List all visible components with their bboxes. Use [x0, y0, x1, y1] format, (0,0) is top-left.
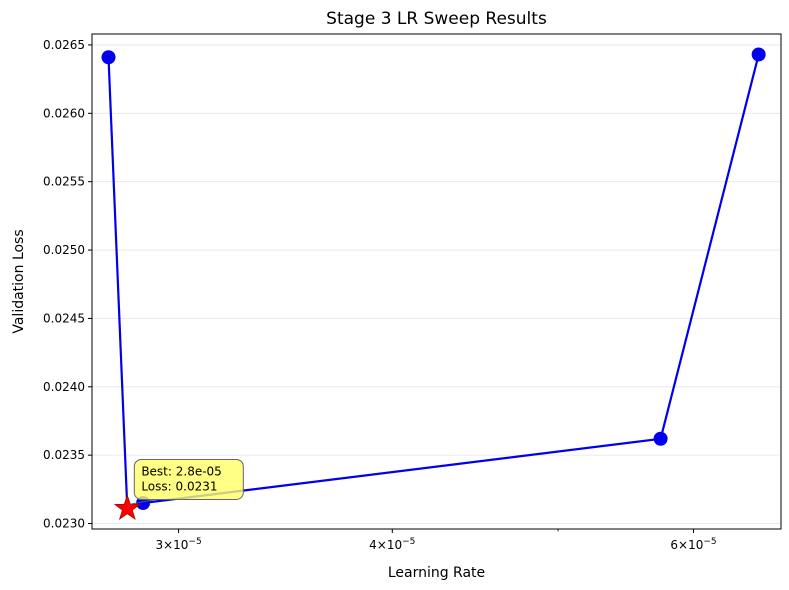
- annotation-best-loss: Loss: 0.0231: [141, 479, 217, 493]
- y-tick-label: 0.0245: [43, 311, 85, 325]
- plot-frame: [91, 33, 782, 530]
- x-tick-label: 4×10−5: [369, 537, 415, 552]
- grid-lines: [92, 44, 781, 524]
- data-point: [653, 431, 668, 446]
- annotation-box: [133, 458, 244, 500]
- y-tick-label: 0.0240: [43, 380, 85, 394]
- y-tick-label: 0.0235: [43, 448, 85, 462]
- axis-ticks: 0.0230 0.0235 0.0240 0.0245 0.0250 0.0255 0.02…: [43, 38, 717, 552]
- y-tick-label: 0.0250: [43, 243, 85, 257]
- y-axis-label: Validation Loss: [11, 229, 27, 333]
- data-point: [751, 47, 766, 62]
- x-tick-label: 6×10−5: [670, 537, 716, 552]
- annotation-pointer: [129, 498, 155, 505]
- y-tick-label: 0.0255: [43, 175, 85, 189]
- x-axis-label: Learning Rate: [388, 565, 485, 581]
- series-points: [101, 47, 766, 520]
- best-point-star: [113, 494, 141, 520]
- data-point: [101, 50, 116, 65]
- annotation-best-lr: Best: 2.8e-05: [141, 464, 222, 478]
- x-tick-label: 3×10−5: [155, 537, 201, 552]
- y-tick-label: 0.0230: [43, 517, 85, 531]
- y-tick-label: 0.0265: [43, 38, 85, 52]
- chart-title: Stage 3 LR Sweep Results: [326, 9, 547, 29]
- y-tick-label: 0.0260: [43, 106, 85, 120]
